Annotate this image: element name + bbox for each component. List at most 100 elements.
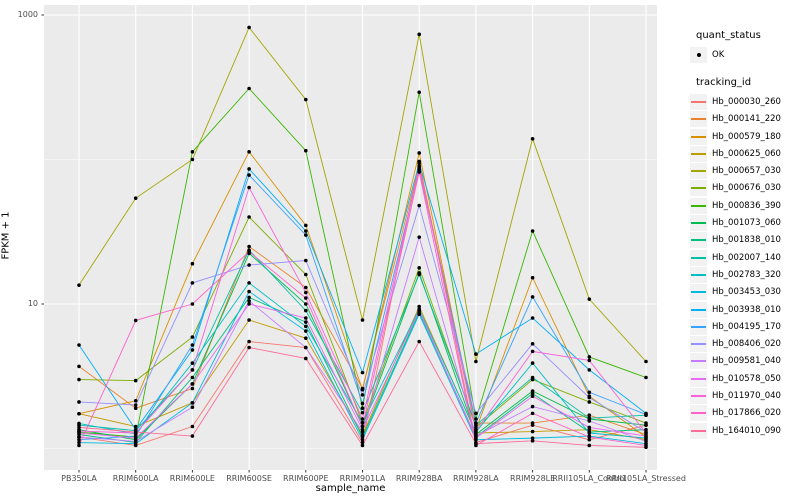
data-point xyxy=(304,308,308,313)
data-point xyxy=(304,336,308,340)
data-point xyxy=(77,377,81,382)
data-point xyxy=(77,435,81,439)
data-point xyxy=(360,387,365,392)
legend-item-label: Hb_000030_260 xyxy=(712,96,781,107)
legend-item-label: Hb_011970_040 xyxy=(712,390,781,401)
data-point xyxy=(530,391,535,396)
data-point xyxy=(530,389,535,393)
data-point xyxy=(247,299,251,303)
series-line-icon xyxy=(691,204,706,207)
data-point xyxy=(247,339,251,344)
series-line-icon xyxy=(691,273,706,276)
data-point xyxy=(190,361,195,365)
data-point xyxy=(360,393,365,397)
legend-item-ok: OK xyxy=(690,46,798,63)
series-color-key xyxy=(690,284,707,301)
data-point xyxy=(587,297,592,301)
data-point xyxy=(247,295,251,300)
data-point xyxy=(190,348,195,352)
data-point xyxy=(360,410,365,415)
data-point xyxy=(247,302,251,306)
series-color-key xyxy=(690,93,707,110)
data-point xyxy=(587,435,592,439)
point-icon xyxy=(696,52,701,57)
series-color-key xyxy=(690,232,707,249)
data-point xyxy=(77,443,81,448)
data-point xyxy=(474,411,478,416)
data-point xyxy=(360,318,365,322)
data-point xyxy=(360,443,365,448)
data-point xyxy=(247,167,251,171)
data-point xyxy=(530,394,535,399)
legend-item-label: Hb_000625_060 xyxy=(712,148,781,159)
data-point xyxy=(247,150,251,154)
legend-item-label: OK xyxy=(712,49,725,60)
legend-item-label: Hb_003453_030 xyxy=(712,287,781,298)
legend-tracking-id: tracking_id Hb_000030_260 Hb_000141_220 Hb… xyxy=(690,77,798,439)
data-point xyxy=(304,97,308,102)
data-point xyxy=(304,316,308,320)
data-point xyxy=(190,434,195,438)
data-point xyxy=(247,244,251,249)
legend: quant_status OK tracking_id Hb_000030_26… xyxy=(690,30,798,439)
data-point xyxy=(360,401,365,406)
series-line-icon xyxy=(691,222,706,225)
x-tick-label: PB350LA xyxy=(61,474,97,483)
data-point xyxy=(247,249,251,254)
data-point xyxy=(474,429,478,433)
series-color-key xyxy=(690,180,707,197)
data-point xyxy=(530,436,535,440)
data-point xyxy=(587,419,592,423)
data-point xyxy=(190,335,195,339)
legend-item-label: Hb_001073_060 xyxy=(712,218,781,229)
data-point xyxy=(77,400,81,404)
data-point xyxy=(304,272,308,277)
legend-item-Hb_003453_030: Hb_003453_030 xyxy=(690,284,798,301)
data-point xyxy=(190,401,195,405)
legend-item-Hb_000030_260: Hb_000030_260 xyxy=(690,93,798,110)
legend-item-Hb_000657_030: Hb_000657_030 xyxy=(690,162,798,180)
data-point xyxy=(190,150,195,154)
data-point xyxy=(587,416,592,421)
data-point xyxy=(190,343,195,347)
data-point xyxy=(530,439,535,443)
data-point xyxy=(190,261,195,266)
data-point xyxy=(247,86,251,91)
legend-item-Hb_009581_040: Hb_009581_040 xyxy=(690,353,798,370)
legend-item-Hb_011970_040: Hb_011970_040 xyxy=(690,387,798,404)
data-point xyxy=(304,320,308,324)
data-point xyxy=(304,233,308,237)
series-line-icon xyxy=(691,135,706,138)
data-point xyxy=(530,295,535,299)
data-point xyxy=(587,425,592,430)
data-point xyxy=(417,203,422,208)
data-point xyxy=(360,437,365,442)
legend-item-label: Hb_164010_090 xyxy=(712,425,781,436)
x-tick-label: RRIM901LA xyxy=(339,474,386,483)
series-line-icon xyxy=(691,412,706,415)
x-tick-label: RRIM928LE xyxy=(510,474,556,483)
data-point xyxy=(474,359,478,364)
data-point xyxy=(133,403,138,407)
data-point xyxy=(474,352,478,356)
legend-item-label: Hb_002007_140 xyxy=(712,252,781,263)
legend-item-Hb_017866_020: Hb_017866_020 xyxy=(690,405,798,422)
legend-item-label: Hb_008406_020 xyxy=(712,339,781,350)
data-point xyxy=(530,137,535,141)
data-point xyxy=(474,421,478,425)
data-point xyxy=(77,343,81,347)
data-point xyxy=(304,148,308,153)
legend-item-label: Hb_000579_180 xyxy=(712,131,781,142)
series-line-icon xyxy=(691,377,706,380)
legend-item-Hb_002783_320: Hb_002783_320 xyxy=(690,266,798,283)
data-point xyxy=(530,421,535,425)
data-point xyxy=(474,417,478,421)
legend-item-label: Hb_000657_030 xyxy=(712,166,781,177)
data-point xyxy=(133,398,138,403)
data-point xyxy=(360,406,365,411)
legend-item-label: Hb_000676_030 xyxy=(712,183,781,194)
data-point xyxy=(304,324,308,329)
data-point xyxy=(304,302,308,306)
data-point xyxy=(530,429,535,434)
